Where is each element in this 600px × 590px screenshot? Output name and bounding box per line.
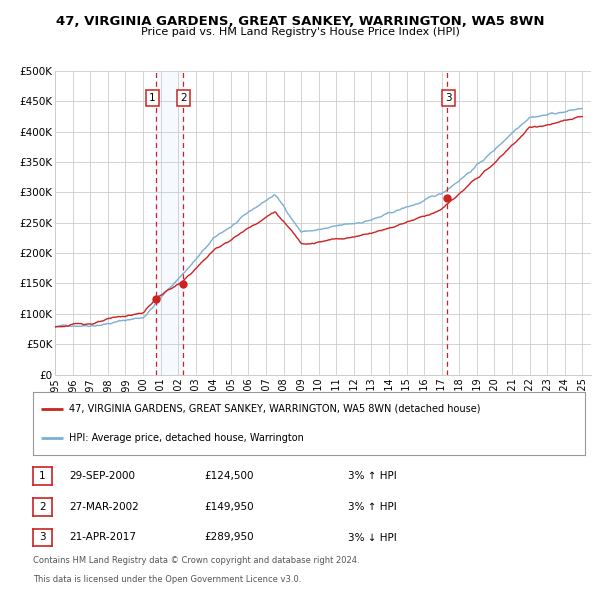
- Text: 47, VIRGINIA GARDENS, GREAT SANKEY, WARRINGTON, WA5 8WN (detached house): 47, VIRGINIA GARDENS, GREAT SANKEY, WARR…: [69, 404, 481, 414]
- Text: This data is licensed under the Open Government Licence v3.0.: This data is licensed under the Open Gov…: [33, 575, 301, 584]
- Text: 3: 3: [39, 533, 46, 542]
- Text: 2: 2: [39, 502, 46, 512]
- Text: 3: 3: [445, 93, 452, 103]
- Text: £124,500: £124,500: [204, 471, 254, 481]
- Text: £289,950: £289,950: [204, 533, 254, 542]
- Text: 47, VIRGINIA GARDENS, GREAT SANKEY, WARRINGTON, WA5 8WN: 47, VIRGINIA GARDENS, GREAT SANKEY, WARR…: [56, 15, 544, 28]
- Text: 27-MAR-2002: 27-MAR-2002: [69, 502, 139, 512]
- Text: 29-SEP-2000: 29-SEP-2000: [69, 471, 135, 481]
- Text: 1: 1: [39, 471, 46, 481]
- Text: Contains HM Land Registry data © Crown copyright and database right 2024.: Contains HM Land Registry data © Crown c…: [33, 556, 359, 565]
- Text: 1: 1: [149, 93, 155, 103]
- Text: HPI: Average price, detached house, Warrington: HPI: Average price, detached house, Warr…: [69, 433, 304, 443]
- Text: Price paid vs. HM Land Registry's House Price Index (HPI): Price paid vs. HM Land Registry's House …: [140, 27, 460, 37]
- Text: £149,950: £149,950: [204, 502, 254, 512]
- Bar: [156, 71, 182, 375]
- Text: 2: 2: [180, 93, 187, 103]
- Text: 3% ↑ HPI: 3% ↑ HPI: [348, 471, 397, 481]
- Text: 21-APR-2017: 21-APR-2017: [69, 533, 136, 542]
- Text: 3% ↓ HPI: 3% ↓ HPI: [348, 533, 397, 542]
- Text: 3% ↑ HPI: 3% ↑ HPI: [348, 502, 397, 512]
